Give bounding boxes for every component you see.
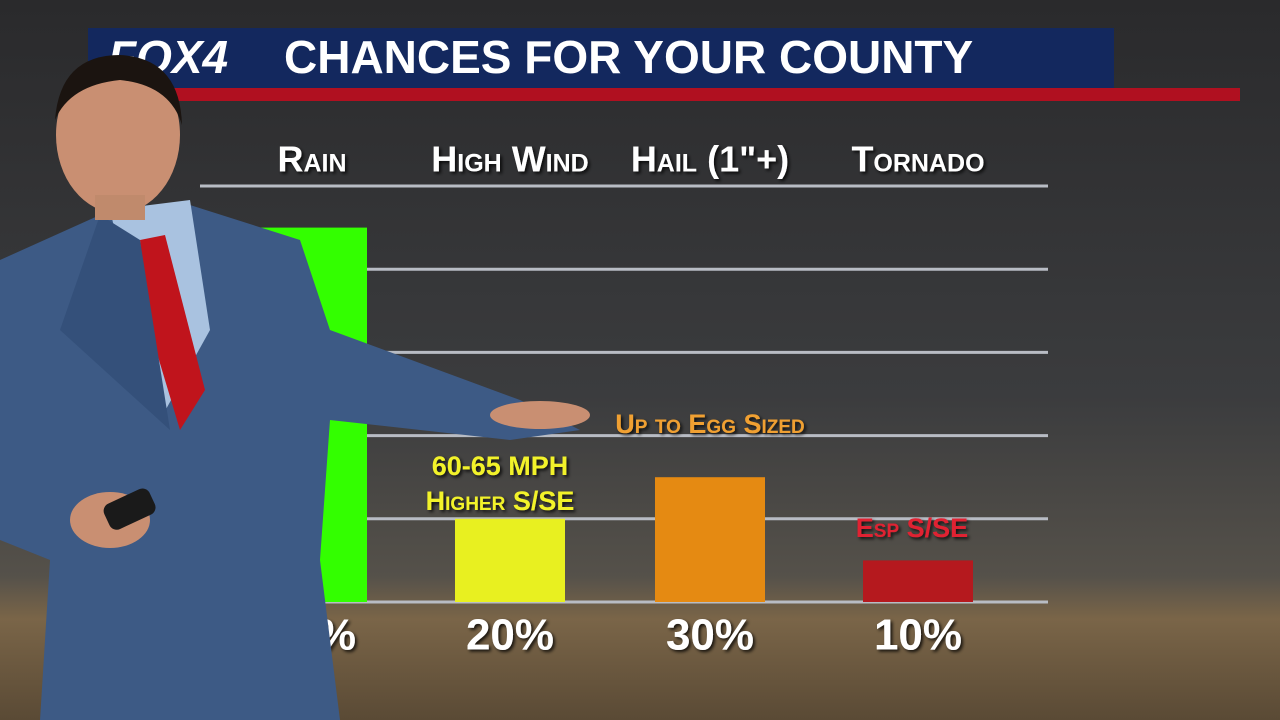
bar [863,560,973,602]
annotation: 60-65 MPH [432,451,569,481]
annotation: Higher S/SE [426,486,575,516]
bar [655,477,765,602]
value-label: 20% [466,611,554,660]
bar [455,518,565,602]
category-label: Rain [277,139,346,180]
category-label: Tornado [851,139,984,180]
value-label: 30% [666,611,754,660]
category-label: High Wind [431,139,588,180]
annotation: Up to Egg Sized [615,409,805,439]
chart-title: CHANCES FOR YOUR COUNTY [284,31,973,83]
value-label: 10% [874,611,962,660]
title-underline [88,88,1240,101]
category-label: Hail (1"+) [631,139,789,180]
presenter [0,55,590,720]
title-bar [88,28,1114,88]
annotation: Esp S/SE [856,513,968,543]
